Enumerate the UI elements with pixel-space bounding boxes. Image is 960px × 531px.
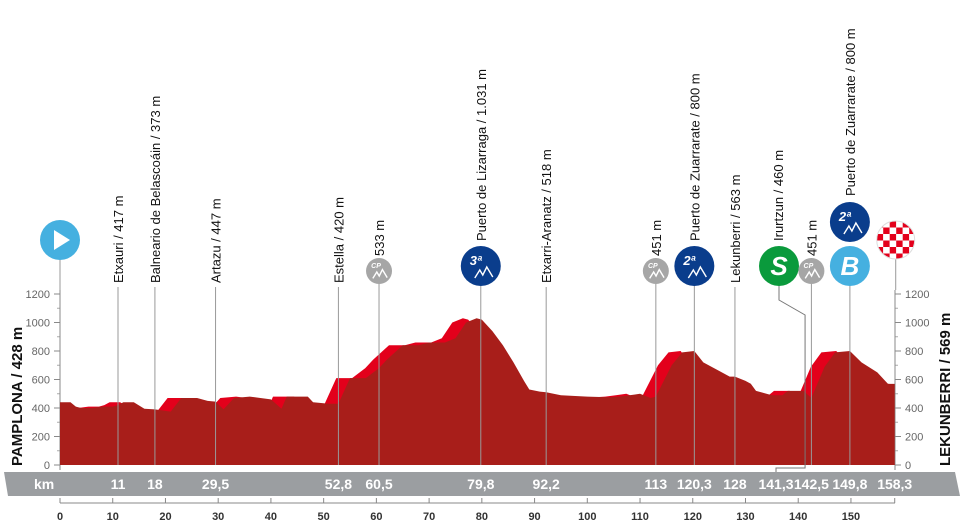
point-label: Estella / 420 m bbox=[331, 197, 346, 283]
y-tick-label-right: 200 bbox=[905, 432, 923, 444]
point-label: 533 m bbox=[372, 220, 387, 256]
axes: 0 0 200 200 400 400 600 600 800 800 1000 1000 1200 12… bbox=[26, 289, 930, 472]
point-label: 451 m bbox=[649, 220, 664, 256]
point-label: Puerto de Zuarrarate / 800 m bbox=[687, 73, 702, 241]
km-bar: km 0 10 20 30 40 50 60 70 80 90 100 110 120 130 140 150 1… bbox=[4, 472, 960, 523]
point-label: Irurtzun / 460 m bbox=[771, 150, 786, 241]
y-tick-label-right: 600 bbox=[905, 375, 923, 387]
start-label: PAMPLONA / 428 m bbox=[9, 327, 26, 466]
x-tick-label: 0 bbox=[57, 511, 63, 523]
km-point-label: 29,5 bbox=[202, 476, 229, 492]
point-label: Puerto de Lizarraga / 1.031 m bbox=[474, 69, 489, 241]
y-tick-label: 600 bbox=[32, 375, 50, 387]
x-tick-label: 130 bbox=[736, 511, 754, 523]
profile-polygon bbox=[60, 318, 895, 465]
point-label: Puerto de Zuarrarate / 800 m bbox=[843, 28, 858, 196]
km-point-label: 158,3 bbox=[877, 476, 912, 492]
y-tick-label-right: 0 bbox=[905, 460, 911, 472]
category-climb-icon bbox=[460, 246, 501, 286]
point-label: Etxarri-Aranatz / 518 m bbox=[539, 149, 554, 283]
x-tick-label: 90 bbox=[528, 511, 540, 523]
km-band bbox=[4, 472, 960, 496]
sprint-icon-text: S bbox=[770, 251, 788, 281]
mountain-glyph bbox=[474, 265, 494, 279]
x-tick-label: 50 bbox=[318, 511, 330, 523]
cp-icon bbox=[366, 258, 393, 284]
mountain-glyph bbox=[687, 265, 707, 279]
x-tick-label: 120 bbox=[684, 511, 702, 523]
play-icon-glyph bbox=[54, 230, 70, 250]
point-label: Etxauri / 417 m bbox=[111, 196, 126, 283]
km-point-label: 141,3 bbox=[758, 476, 793, 492]
category-icon-text: 2ª bbox=[838, 209, 852, 224]
km-point-label: 149,8 bbox=[832, 476, 867, 492]
sprint-icon bbox=[759, 246, 799, 286]
point-label: Balneario de Belascoáin / 373 m bbox=[148, 96, 163, 283]
km-point-label: 92,2 bbox=[533, 476, 560, 492]
category-climb-icon bbox=[674, 246, 715, 286]
cp-icon-text: CP bbox=[804, 263, 814, 270]
bonus-icon bbox=[829, 246, 870, 286]
y-tick-label: 400 bbox=[32, 403, 50, 415]
point-label: Lekunberri / 563 m bbox=[728, 175, 743, 283]
x-tick-label: 10 bbox=[107, 511, 119, 523]
y-tick-label: 1200 bbox=[26, 289, 50, 301]
category-icon-text: 3ª bbox=[470, 253, 483, 268]
finish-label: LEKUNBERRI / 569 m bbox=[937, 313, 954, 466]
km-point-label: 128 bbox=[723, 476, 747, 492]
y-tick-label: 800 bbox=[32, 346, 50, 358]
km-point-label: 52,8 bbox=[325, 476, 352, 492]
x-tick-label: 60 bbox=[370, 511, 382, 523]
km-label: km bbox=[34, 476, 54, 492]
x-tick-label: 140 bbox=[789, 511, 807, 523]
profile-area bbox=[60, 318, 895, 465]
mountain-glyph bbox=[649, 268, 665, 279]
cp-icon-text: CP bbox=[648, 263, 658, 270]
cp-icon bbox=[798, 258, 825, 284]
mountain-glyph bbox=[372, 268, 388, 279]
y-tick-label: 0 bbox=[44, 460, 50, 472]
y-tick-label-right: 1000 bbox=[905, 318, 929, 330]
x-tick-label: 20 bbox=[159, 511, 171, 523]
category-icon-text: 2ª bbox=[682, 253, 696, 268]
km-point-label: 142,5 bbox=[794, 476, 829, 492]
mountain-glyph bbox=[804, 268, 821, 279]
x-tick-label: 40 bbox=[265, 511, 277, 523]
km-point-label: 18 bbox=[147, 476, 163, 492]
y-tick-label: 1000 bbox=[26, 318, 50, 330]
marker-line bbox=[775, 284, 806, 472]
km-point-label: 11 bbox=[111, 476, 126, 492]
km-point-label: 60,5 bbox=[365, 476, 392, 492]
bonus-icon-text: B bbox=[841, 251, 860, 281]
mountain-glyph bbox=[843, 221, 863, 235]
km-point-label: 113 bbox=[645, 476, 668, 492]
x-tick-label: 100 bbox=[578, 511, 596, 523]
finish-flag-border bbox=[876, 220, 916, 260]
cp-icon-text: CP bbox=[371, 263, 381, 270]
x-tick-label: 150 bbox=[842, 511, 860, 523]
x-tick-label: 110 bbox=[631, 511, 649, 523]
cp-icon bbox=[642, 258, 669, 284]
x-tick-label: 30 bbox=[212, 511, 224, 523]
point-label: Artazu / 447 m bbox=[209, 198, 224, 283]
km-point-label: 120,3 bbox=[677, 476, 712, 492]
x-tick-label: 70 bbox=[423, 511, 435, 523]
y-tick-label-right: 1200 bbox=[905, 289, 929, 301]
x-tick-label: 80 bbox=[476, 511, 488, 523]
km-point-label: 79,8 bbox=[467, 476, 494, 492]
y-tick-label: 200 bbox=[32, 432, 50, 444]
markers: Etxauri / 417 m Balneario de Belascoáin /… bbox=[40, 28, 916, 472]
y-tick-label-right: 800 bbox=[905, 346, 923, 358]
point-label: 451 m bbox=[804, 220, 819, 256]
y-tick-label-right: 400 bbox=[905, 403, 923, 415]
category-climb-icon bbox=[829, 202, 870, 242]
